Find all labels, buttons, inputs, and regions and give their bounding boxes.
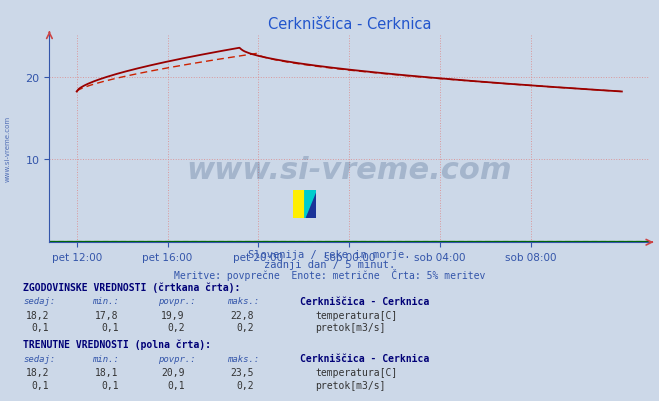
Text: 23,5: 23,5 [230,367,254,377]
Text: 0,1: 0,1 [32,380,49,390]
Text: 18,2: 18,2 [26,367,49,377]
Text: Meritve: povprečne  Enote: metrične  Črta: 5% meritev: Meritve: povprečne Enote: metrične Črta:… [174,269,485,281]
Text: 0,1: 0,1 [101,322,119,332]
Text: Cerkniščica - Cerknica: Cerkniščica - Cerknica [300,353,429,363]
Text: 0,1: 0,1 [101,380,119,390]
Text: temperatura[C]: temperatura[C] [315,310,397,320]
Polygon shape [304,190,316,219]
Text: www.si-vreme.com: www.si-vreme.com [186,156,512,185]
Text: pretok[m3/s]: pretok[m3/s] [315,322,386,332]
Text: povpr.:: povpr.: [158,354,196,363]
Text: 22,8: 22,8 [230,310,254,320]
Bar [293,190,304,219]
Text: Slovenija / reke in morje.: Slovenija / reke in morje. [248,250,411,259]
Text: 18,1: 18,1 [95,367,119,377]
Text: 18,2: 18,2 [26,310,49,320]
Text: 19,9: 19,9 [161,310,185,320]
Text: povpr.:: povpr.: [158,297,196,306]
Text: 0,2: 0,2 [236,322,254,332]
Text: sedaj:: sedaj: [23,354,55,363]
Text: 0,2: 0,2 [236,380,254,390]
Text: temperatura[C]: temperatura[C] [315,367,397,377]
Text: sedaj:: sedaj: [23,297,55,306]
Text: 20,9: 20,9 [161,367,185,377]
Text: pretok[m3/s]: pretok[m3/s] [315,380,386,390]
Text: zadnji dan / 5 minut.: zadnji dan / 5 minut. [264,260,395,269]
Title: Cerkniščica - Cerknica: Cerkniščica - Cerknica [268,17,431,32]
Text: 0,1: 0,1 [167,380,185,390]
Text: 0,2: 0,2 [167,322,185,332]
Text: 0,1: 0,1 [32,322,49,332]
Text: ZGODOVINSKE VREDNOSTI (črtkana črta):: ZGODOVINSKE VREDNOSTI (črtkana črta): [23,282,241,292]
Text: www.si-vreme.com: www.si-vreme.com [5,115,11,181]
Text: min.:: min.: [92,354,119,363]
Text: maks.:: maks.: [227,354,260,363]
Text: TRENUTNE VREDNOSTI (polna črta):: TRENUTNE VREDNOSTI (polna črta): [23,339,211,349]
Text: min.:: min.: [92,297,119,306]
Text: Cerkniščica - Cerknica: Cerkniščica - Cerknica [300,296,429,306]
Polygon shape [304,190,316,219]
Text: maks.:: maks.: [227,297,260,306]
Text: 17,8: 17,8 [95,310,119,320]
